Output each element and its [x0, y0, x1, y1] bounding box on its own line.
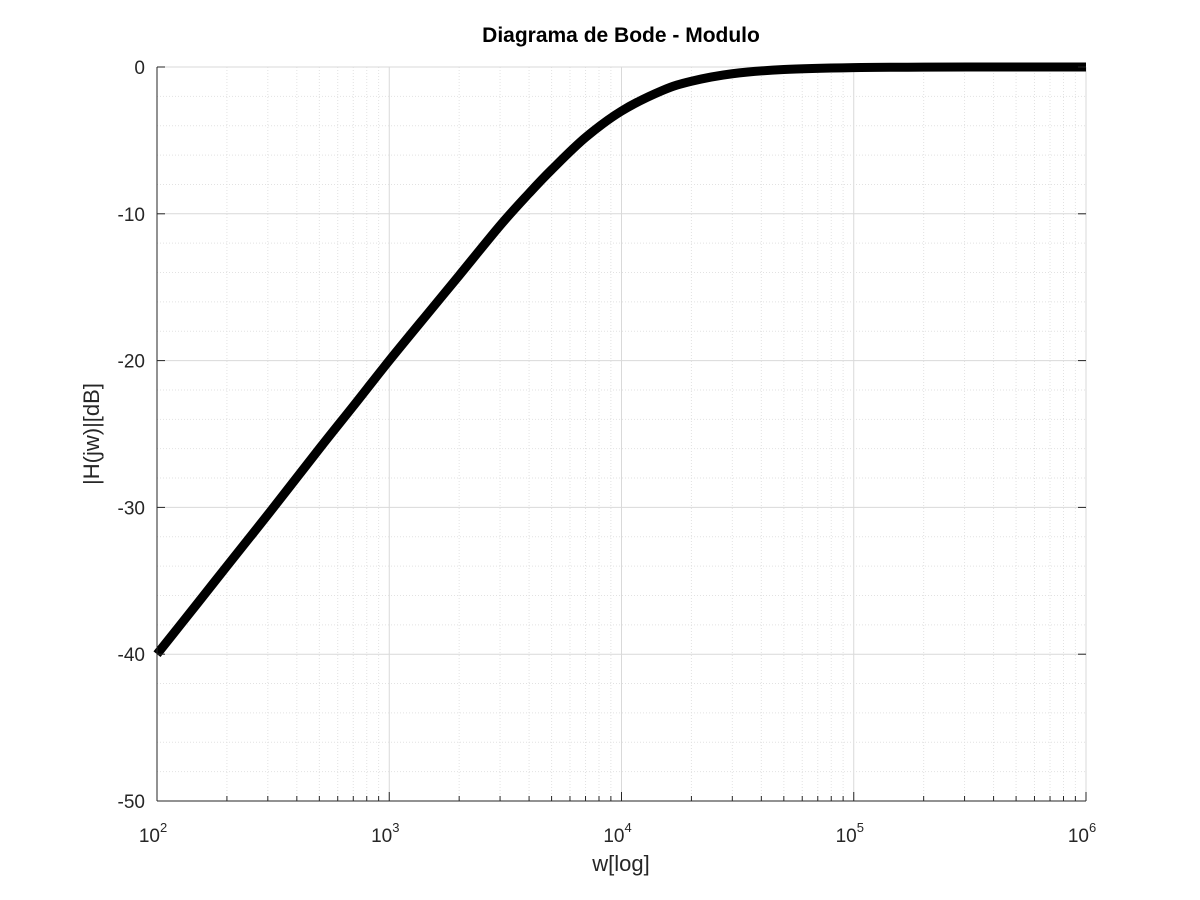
y-tick-label: -50 — [118, 792, 145, 813]
y-tick-label: -30 — [118, 498, 145, 519]
magnitude-series-line — [153, 62, 1087, 658]
y-tick-label: -20 — [118, 352, 145, 373]
y-tick-label: 0 — [134, 58, 145, 79]
x-tick-label: 103 — [371, 820, 399, 847]
x-tick-label: 102 — [139, 820, 167, 847]
x-axis-label: w[log] — [591, 851, 649, 876]
x-tick-label: 106 — [1068, 820, 1096, 847]
labels: Diagrama de Bode - Modulo w[log] |H(jw)|… — [79, 24, 1096, 876]
x-tick-label: 104 — [603, 820, 631, 847]
grid — [156, 66, 1087, 802]
y-axis-label: |H(jw)|[dB] — [79, 383, 104, 485]
x-tick-label: 105 — [836, 820, 864, 847]
y-tick-label: -40 — [118, 645, 145, 666]
chart-title: Diagrama de Bode - Modulo — [482, 24, 760, 47]
y-tick-label: -10 — [118, 205, 145, 226]
plot-area — [153, 62, 1087, 658]
axes — [156, 66, 1087, 802]
